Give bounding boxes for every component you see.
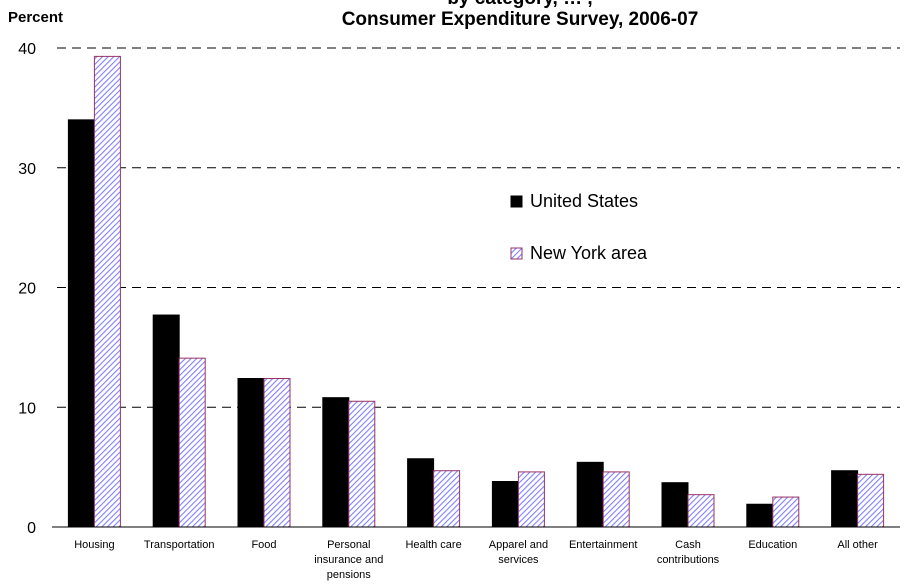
y-tick-label-40: 40 xyxy=(18,41,36,58)
bar-united-states-3 xyxy=(322,397,350,528)
chart-title: Consumer Expenditure Survey, 2006-07 xyxy=(341,9,699,30)
bar-new-york-area-7 xyxy=(687,494,715,528)
bar-new-york-area-2 xyxy=(263,378,291,528)
bar-united-states-5 xyxy=(491,480,519,528)
x-tick-label-4-0: Health care xyxy=(405,539,461,551)
x-tick-label-8-0: Education xyxy=(748,539,797,551)
bars xyxy=(67,55,885,528)
bar-new-york-area-1 xyxy=(178,357,206,528)
bar-new-york-area-5 xyxy=(517,471,545,528)
x-tick-label-2-0: Food xyxy=(251,539,276,551)
y-tick-label-10: 10 xyxy=(18,400,36,417)
bar-united-states-0 xyxy=(67,119,95,528)
x-tick-label-3-1: insurance and xyxy=(314,554,383,566)
legend-swatch-0 xyxy=(510,195,523,208)
x-tick-label-9-0: All other xyxy=(837,539,878,551)
bar-new-york-area-8 xyxy=(772,496,800,528)
x-tick-label-1-0: Transportation xyxy=(144,539,215,551)
y-tick-label-20: 20 xyxy=(18,281,36,298)
legend-label-1: New York area xyxy=(530,243,648,263)
bar-united-states-8 xyxy=(746,503,774,528)
x-tick-label-0-0: Housing xyxy=(74,539,114,551)
x-tick-label-3-2: pensions xyxy=(327,569,372,581)
y-tick-label-30: 30 xyxy=(18,161,36,178)
legend: United States New York area xyxy=(510,191,648,263)
bar-united-states-6 xyxy=(576,461,604,528)
bar-united-states-9 xyxy=(831,470,859,528)
y-axis-label: Percent xyxy=(8,9,64,26)
x-tick-label-5-1: services xyxy=(498,554,539,566)
bar-united-states-1 xyxy=(152,314,180,528)
chart-title-partial: by category, … , xyxy=(160,0,880,10)
bar-new-york-area-4 xyxy=(433,470,461,528)
y-axis-ticks: 0 10 20 30 40 xyxy=(18,41,36,537)
legend-label-0: United States xyxy=(530,191,638,211)
x-tick-label-5-0: Apparel and xyxy=(489,539,548,551)
bar-united-states-7 xyxy=(661,482,689,528)
x-tick-label-7-0: Cash xyxy=(675,539,701,551)
x-axis: Housing Transportation Food Personal insuran… xyxy=(52,526,900,581)
x-tick-label-3-0: Personal xyxy=(327,539,370,551)
gridlines xyxy=(57,47,900,408)
bar-united-states-4 xyxy=(407,458,435,528)
bar-new-york-area-0 xyxy=(93,55,121,528)
bar-new-york-area-6 xyxy=(602,471,630,528)
y-tick-label-0: 0 xyxy=(27,520,36,537)
legend-swatch-1 xyxy=(510,247,523,260)
x-tick-label-6-0: Entertainment xyxy=(569,539,637,551)
bar-united-states-2 xyxy=(237,378,265,528)
x-tick-label-7-1: contributions xyxy=(657,554,720,566)
bar-new-york-area-3 xyxy=(348,400,376,528)
bar-new-york-area-9 xyxy=(857,473,885,528)
